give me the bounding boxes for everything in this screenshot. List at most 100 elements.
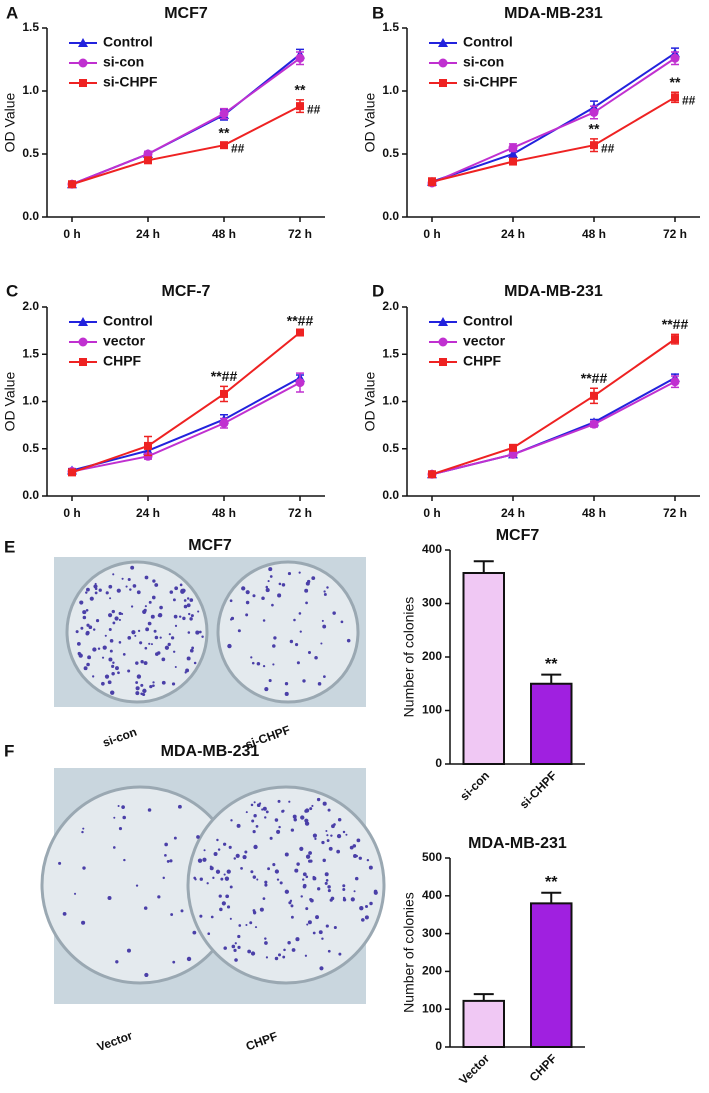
colony-dot xyxy=(92,675,95,678)
colony-dot xyxy=(305,601,308,605)
x-tick-label: 0 h xyxy=(423,227,440,241)
photo-title: MDA-MB-231 xyxy=(161,743,260,760)
colony-dot xyxy=(302,679,306,683)
colony-dot xyxy=(276,878,280,881)
y-axis-label: OD Value xyxy=(362,92,378,152)
colony-dot xyxy=(305,907,309,911)
colony-dot xyxy=(323,675,326,678)
colony-dot xyxy=(144,646,148,650)
marker xyxy=(438,58,448,68)
colony-dot xyxy=(74,892,77,895)
colony-dot xyxy=(321,840,325,845)
colony-dot xyxy=(318,930,323,935)
colony-dot xyxy=(247,949,252,954)
colony-dot xyxy=(171,682,176,686)
y-axis-label: Number of colonies xyxy=(401,892,417,1013)
colony-dot xyxy=(253,801,256,804)
plate xyxy=(186,785,386,985)
y-tick-label: 2.0 xyxy=(382,299,399,313)
colony-dot xyxy=(186,956,192,962)
colony-dot xyxy=(196,835,200,839)
colony-dot xyxy=(116,588,121,593)
colony-dot xyxy=(201,635,204,639)
colony-dot xyxy=(162,876,165,880)
legend-label: si-con xyxy=(103,54,144,70)
colony-dot xyxy=(148,600,152,604)
colony-dot xyxy=(226,869,231,874)
colony-dot xyxy=(117,805,120,808)
marker xyxy=(670,377,680,387)
colony-dot xyxy=(85,591,88,594)
y-tick-label: 200 xyxy=(422,964,442,978)
colony-dot xyxy=(111,672,115,676)
colony-dot xyxy=(373,890,378,895)
colony-dot xyxy=(311,576,316,581)
colony-dot xyxy=(144,605,147,608)
colony-dot xyxy=(114,616,119,621)
colony-dot xyxy=(127,669,131,673)
colony-dot xyxy=(217,848,221,851)
colony-dot xyxy=(337,818,342,822)
colony-dot xyxy=(349,845,354,850)
colony-dot xyxy=(121,805,125,809)
colony-dot xyxy=(250,951,256,956)
colony-dot xyxy=(186,603,191,608)
colony-dot xyxy=(197,858,203,863)
colony-dot xyxy=(79,600,84,605)
colony-dot xyxy=(130,605,134,608)
colony-dot xyxy=(315,915,319,920)
colony-dot xyxy=(323,590,326,593)
panel-letter: D xyxy=(372,281,384,300)
colony-dot xyxy=(262,664,266,668)
colony-dot xyxy=(135,681,139,684)
colony-dot xyxy=(328,846,333,851)
colony-dot xyxy=(278,825,281,829)
colony-dot xyxy=(89,596,94,601)
colony-dot xyxy=(159,636,162,639)
colony-dot xyxy=(244,850,248,854)
line xyxy=(71,57,301,186)
chart-title: MCF-7 xyxy=(162,283,211,300)
x-tick-label: 72 h xyxy=(663,227,687,241)
colony-dot xyxy=(218,894,222,898)
colony-dot xyxy=(262,619,266,622)
colony-dot xyxy=(111,664,115,668)
marker xyxy=(508,449,518,459)
marker xyxy=(143,451,153,461)
colony-dot xyxy=(164,842,168,847)
colony-dot xyxy=(290,828,295,832)
colony-dot xyxy=(321,619,324,622)
colony-dot xyxy=(154,635,159,640)
y-tick-label: 2.0 xyxy=(22,299,39,313)
colony-dot xyxy=(264,816,267,819)
colony-dot xyxy=(189,617,193,621)
colony-dot xyxy=(174,586,179,591)
colony-dot xyxy=(209,865,213,868)
colony-dot xyxy=(104,634,107,637)
annotation: **## xyxy=(287,312,314,328)
line xyxy=(431,338,676,476)
colony-dot xyxy=(350,897,355,902)
colony-dot xyxy=(265,588,270,593)
colony-dot xyxy=(252,875,257,879)
colony-dot xyxy=(322,858,326,863)
colony-dot xyxy=(264,687,269,692)
colony-dot xyxy=(169,590,174,594)
colony-dot xyxy=(293,818,297,822)
colony-dot xyxy=(288,901,292,905)
colony-dot xyxy=(282,955,286,959)
colony-dot xyxy=(252,594,256,598)
colony-dot xyxy=(296,661,300,665)
colony-dot xyxy=(80,626,84,630)
colony-dot xyxy=(265,585,269,589)
line xyxy=(431,57,676,184)
colony-dot xyxy=(245,590,250,595)
colony-dot xyxy=(182,616,186,621)
panel-letter: A xyxy=(6,3,18,22)
marker xyxy=(79,79,87,87)
colony-dot xyxy=(229,885,233,889)
colony-dot xyxy=(253,844,258,850)
y-tick-label: 1.5 xyxy=(382,346,399,360)
panel-letter: B xyxy=(372,3,384,22)
colony-dot xyxy=(283,948,286,952)
